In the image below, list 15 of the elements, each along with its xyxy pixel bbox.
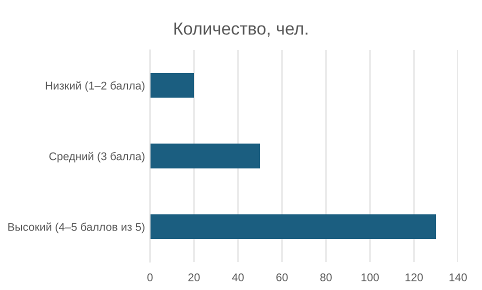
x-tick-label: 100	[362, 273, 379, 282]
x-tick-label: 120	[406, 273, 423, 282]
x-tick-label: 0	[147, 273, 153, 282]
chart-title: Количество, чел.	[174, 22, 308, 37]
bar	[150, 214, 436, 240]
bar	[150, 144, 260, 168]
x-tick-label: 20	[188, 273, 200, 282]
x-tick-label: 140	[450, 273, 467, 282]
x-tick-label: 40	[232, 273, 244, 282]
x-tick-label: 60	[276, 273, 288, 282]
x-tick-label: 80	[320, 273, 332, 282]
y-tick-label: Высокий (4–5 баллов из 5)	[8, 222, 144, 234]
bar	[150, 72, 194, 98]
y-tick-label: Низкий (1–2 балла)	[46, 81, 144, 92]
y-tick-label: Средний (3 балла)	[49, 152, 144, 162]
